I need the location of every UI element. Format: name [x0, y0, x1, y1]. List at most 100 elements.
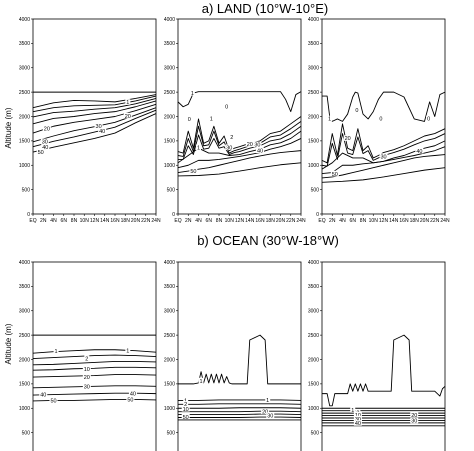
- contour-line: [32, 374, 157, 378]
- y-tick-label: 0: [172, 212, 175, 218]
- contour-label-bg: [181, 406, 190, 412]
- contour-label-bg: [181, 413, 190, 420]
- contour-label: 0: [379, 117, 382, 123]
- contour-label: 1: [200, 379, 203, 385]
- y-tick-label: 4000: [308, 260, 319, 266]
- x-tick-label: 2N: [40, 218, 47, 224]
- x-tick-label: 22N: [141, 218, 151, 224]
- y-tick-label: 1500: [19, 139, 30, 145]
- contour-label-bg: [49, 397, 58, 404]
- x-tick-label: 2N: [185, 218, 192, 224]
- contour-label: 40: [257, 148, 263, 154]
- x-tick-label: 10N: [369, 218, 379, 224]
- x-tick-label: EQ: [174, 218, 181, 224]
- x-tick-label: 8N: [360, 218, 367, 224]
- contour-line: [178, 334, 301, 385]
- x-tick-label: 22N: [430, 218, 440, 224]
- x-tick-label: 18N: [121, 218, 131, 224]
- contour-label-bg: [245, 141, 254, 147]
- contour-label: 30: [226, 146, 232, 152]
- contour-line: [322, 334, 446, 407]
- x-tick-label: 14N: [245, 218, 255, 224]
- contour-label-bg: [379, 153, 388, 159]
- contour-label: 2: [85, 356, 88, 362]
- contour-label: 30: [411, 419, 417, 425]
- contour-line: [321, 154, 446, 179]
- x-tick-label: 12N: [379, 218, 389, 224]
- y-tick-label: 2000: [308, 114, 319, 120]
- contour-line: [32, 385, 157, 389]
- contour-label-bg: [98, 127, 107, 134]
- y-tick-label: 2500: [164, 333, 175, 339]
- contour-line: [177, 138, 302, 169]
- y-tick-label: 1000: [164, 163, 175, 169]
- contour-label: 20: [125, 114, 131, 120]
- contour-label: 30: [84, 385, 90, 391]
- contour-label: 50: [183, 415, 189, 421]
- x-tick-label: 16N: [110, 218, 120, 224]
- contour-label-bg: [128, 390, 137, 397]
- y-tick-label: 1500: [308, 382, 319, 388]
- contour-label-bg: [224, 103, 230, 110]
- x-tick-label: 24N: [296, 218, 306, 224]
- contour-label-bg: [36, 148, 45, 155]
- contour-line: [32, 361, 157, 366]
- y-tick-label: 3000: [164, 309, 175, 315]
- panel-ocean-3: 05001000150020002500300035004000EQ2N4N6N…: [308, 260, 446, 451]
- contour-label: 30: [42, 140, 48, 146]
- contour-label-bg: [410, 411, 419, 418]
- contour-line: [177, 162, 302, 177]
- contour-label-bg: [196, 144, 201, 151]
- contour-label: 30: [254, 143, 260, 149]
- y-tick-label: 3000: [19, 309, 30, 315]
- contour-label-bg: [82, 383, 91, 390]
- contour-label: 30: [96, 124, 102, 130]
- contour-label: 50: [332, 172, 338, 178]
- plot-frame: [32, 18, 157, 215]
- contour-label: 1: [197, 146, 200, 152]
- contour-label: 1: [126, 100, 129, 106]
- x-tick-label: 8N: [71, 218, 78, 224]
- x-tick-label: 24N: [440, 218, 450, 224]
- plot-frame: [177, 261, 302, 451]
- y-tick-label: 3500: [19, 284, 30, 290]
- y-tick-label: 1500: [164, 382, 175, 388]
- x-tick-label: 18N: [266, 218, 276, 224]
- y-tick-label: 2000: [164, 114, 175, 120]
- x-tick-label: 22N: [286, 218, 296, 224]
- contour-label: 2: [184, 402, 187, 408]
- contour-label-bg: [256, 147, 264, 154]
- y-tick-label: 3500: [308, 41, 319, 47]
- y-tick-label: 1500: [164, 139, 175, 145]
- x-tick-label: 8N: [216, 218, 223, 224]
- contour-label: 40: [416, 149, 422, 155]
- y-tick-label: 2500: [308, 333, 319, 339]
- x-tick-label: 4N: [50, 218, 57, 224]
- plot-frame: [177, 18, 302, 215]
- contour-label-bg: [327, 115, 333, 122]
- y-tick-label: 1000: [308, 163, 319, 169]
- contour-label: 1: [210, 116, 213, 122]
- contour-label-bg: [82, 366, 91, 372]
- contour-line: [32, 366, 157, 371]
- contour-line: [32, 103, 157, 134]
- y-tick-label: 3500: [164, 284, 175, 290]
- contour-label: 20: [44, 126, 50, 132]
- x-tick-label: 10N: [225, 218, 235, 224]
- contour-label-bg: [189, 89, 195, 96]
- contour-label-bg: [186, 116, 192, 122]
- contour-label-bg: [183, 397, 189, 403]
- y-tick-label: 2500: [19, 333, 30, 339]
- y-tick-label: 500: [167, 430, 176, 436]
- x-tick-label: 6N: [350, 218, 357, 224]
- contour-label: 50: [50, 399, 56, 405]
- contour-label-bg: [41, 144, 50, 150]
- contour-label-bg: [183, 401, 189, 407]
- contour-label-bg: [229, 133, 235, 140]
- contour-line: [32, 392, 157, 396]
- contour-label-bg: [354, 106, 360, 113]
- y-tick-label: 3500: [19, 41, 30, 47]
- y-tick-label: 2500: [19, 90, 30, 96]
- contour-label-bg: [126, 396, 135, 402]
